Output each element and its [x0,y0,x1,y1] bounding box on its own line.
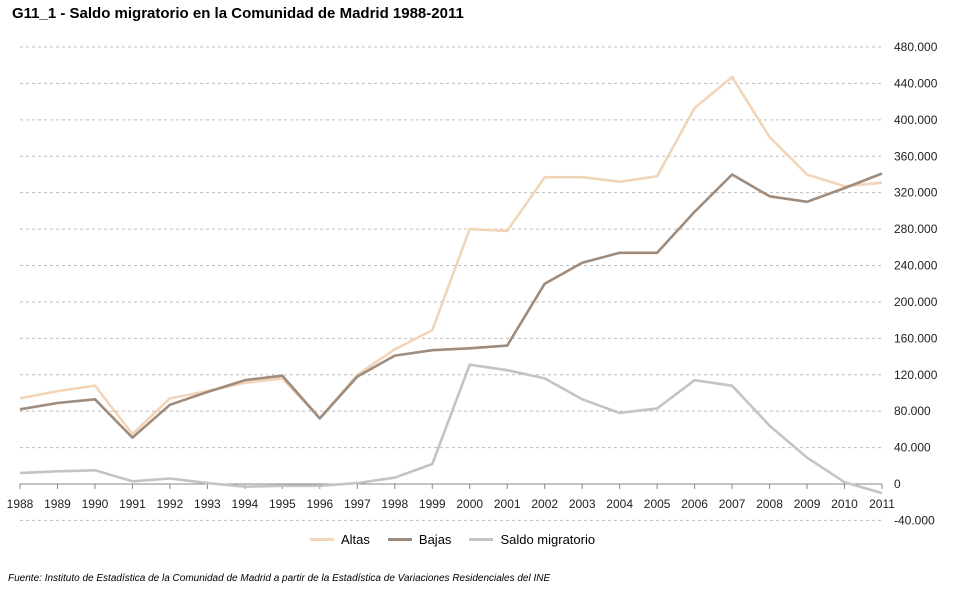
x-tick-label: 2007 [719,497,746,511]
x-tick-label: 1992 [157,497,184,511]
y-tick-label: 400.000 [894,113,938,127]
y-tick-label: 200.000 [894,295,938,309]
x-tick-label: 1989 [44,497,71,511]
x-axis-labels: 1988 1989 1990 1991 1992 1993 1994 1995 1996 1997… [7,497,896,511]
source-note: Fuente: Instituto de Estadística de la C… [8,573,551,584]
y-tick-label: 160.000 [894,331,938,345]
x-tick-label: 2005 [644,497,671,511]
y-tick-label: 80.000 [894,404,931,418]
x-tick-label: 1999 [419,497,446,511]
x-tick-label: 2009 [794,497,821,511]
series-line-2 [19,363,883,495]
legend-label-bajas: Bajas [418,532,452,547]
y-tick-label: 480.000 [894,40,938,54]
x-tick-label: 2001 [494,497,521,511]
y-tick-label: 240.000 [894,259,938,273]
line-chart: -40.000 0 40.000 80.000 120.000 160.000 200.00… [7,40,938,527]
x-tick-label: 1998 [381,497,408,511]
y-tick-label: 440.000 [894,76,938,90]
y-tick-label: 360.000 [894,149,938,163]
x-tick-label: 1993 [194,497,221,511]
x-tick-label: 1990 [82,497,109,511]
x-tick-label: 2004 [606,497,633,511]
legend-label-saldo: Saldo migratorio [500,532,596,547]
x-tick-label: 2010 [831,497,858,511]
x-tick-label: 1994 [232,497,259,511]
legend-item-altas: Altas [310,532,370,547]
series-line-1 [19,172,883,439]
legend-swatch-saldo [469,538,494,541]
legend-swatch-altas [310,538,334,541]
gridlines [20,46,882,521]
y-tick-label: 280.000 [894,222,938,236]
series-line-0 [19,75,883,436]
x-tick-label: 2008 [756,497,783,511]
x-tick-label: 1988 [7,497,34,511]
legend-item-saldo: Saldo migratorio [469,532,595,547]
series-lines [19,75,883,495]
x-tick-label: 2003 [569,497,596,511]
chart-title: G11_1 - Saldo migratorio en la Comunidad… [12,5,464,22]
legend-item-bajas: Bajas [387,532,452,547]
y-tick-label: 120.000 [894,368,938,382]
x-axis [19,483,883,489]
x-tick-label: 1996 [306,497,333,511]
x-tick-label: 1991 [119,497,146,511]
x-tick-label: 2011 [869,497,895,511]
x-tick-label: 2006 [681,497,708,511]
y-tick-label: -40.000 [894,513,935,527]
x-tick-label: 2002 [531,497,558,511]
legend-swatch-bajas [387,538,412,541]
x-tick-label: 1995 [269,497,296,511]
y-tick-label: 320.000 [894,186,938,200]
y-axis-labels: -40.000 0 40.000 80.000 120.000 160.000 200.00… [894,40,938,527]
y-tick-label: 40.000 [894,441,931,455]
y-tick-label: 0 [894,477,901,491]
x-tick-label: 2000 [456,497,483,511]
x-tick-label: 1997 [344,497,371,511]
legend: Altas Bajas Saldo migratorio [310,532,613,547]
legend-label-altas: Altas [341,532,370,547]
